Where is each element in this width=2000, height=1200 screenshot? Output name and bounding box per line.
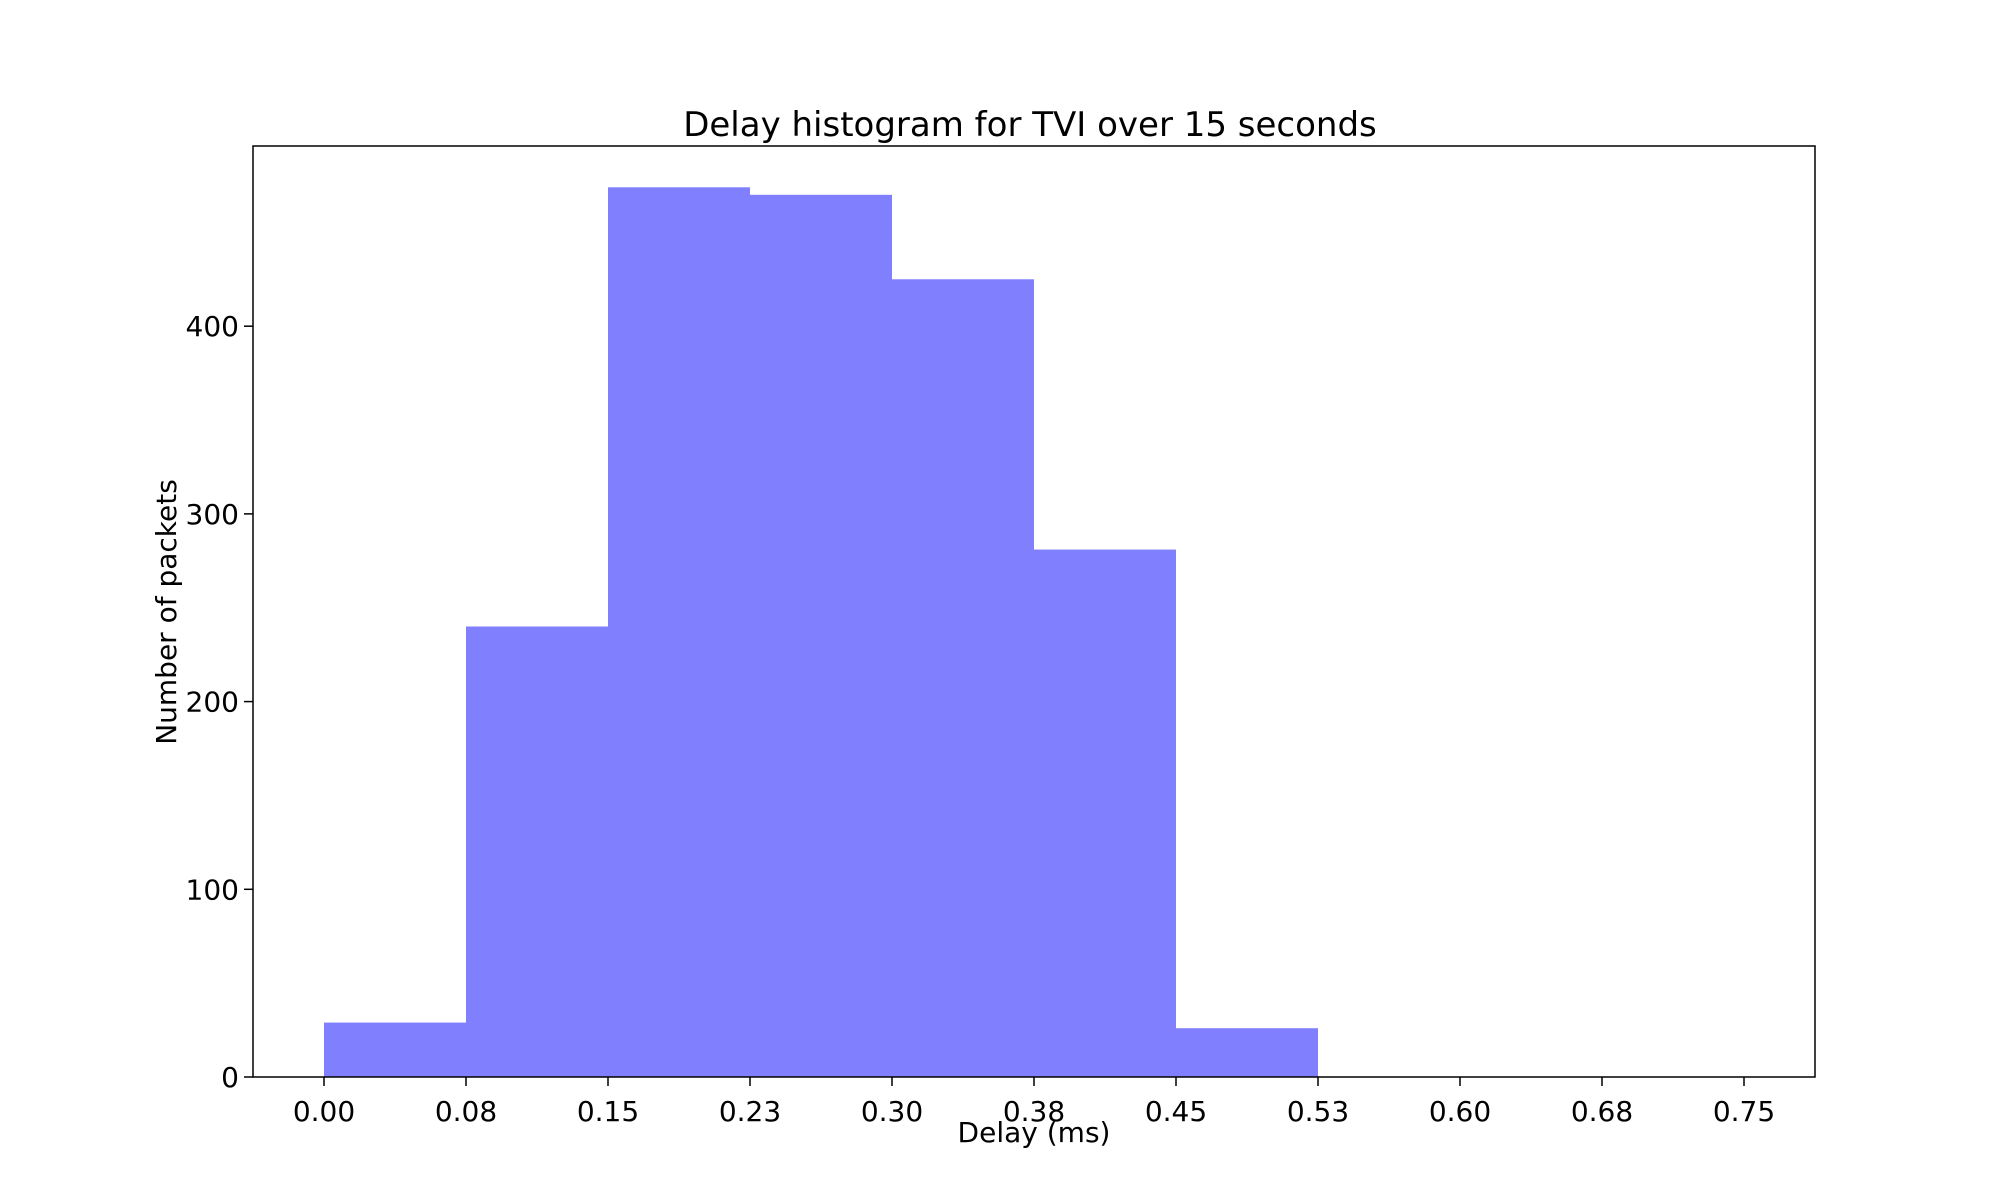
y-tick-label: 300 [186, 498, 239, 531]
histogram-bar-1 [466, 626, 608, 1077]
x-tick-label: 0.00 [293, 1095, 355, 1128]
y-tick-label: 400 [186, 310, 239, 343]
x-tick-label: 0.45 [1145, 1095, 1207, 1128]
x-tick-label: 0.23 [719, 1095, 781, 1128]
x-axis-ticks: 0.00 0.08 0.15 0.23 0.30 0.38 0.45 0.53 0.60 0.68… [293, 1077, 1775, 1128]
histogram-bar-3 [750, 194, 892, 1077]
x-tick-label: 0.53 [1287, 1095, 1349, 1128]
histogram-bar-0 [324, 1022, 466, 1077]
x-tick-label: 0.60 [1429, 1095, 1491, 1128]
y-tick-label: 200 [186, 686, 239, 719]
histogram-bar-5 [1034, 549, 1176, 1077]
x-tick-label: 0.30 [861, 1095, 923, 1128]
x-tick-label: 0.68 [1571, 1095, 1633, 1128]
histogram-bar-2 [608, 187, 750, 1077]
x-tick-label: 0.75 [1713, 1095, 1775, 1128]
x-tick-label: 0.15 [577, 1095, 639, 1128]
x-tick-label: 0.08 [435, 1095, 497, 1128]
y-tick-label: 0 [221, 1061, 239, 1094]
x-tick-label: 0.38 [1003, 1095, 1065, 1128]
histogram-bars [324, 187, 1318, 1077]
y-axis-ticks: 0 100 200 300 400 [186, 310, 253, 1094]
y-axis-title: Number of packets [150, 479, 183, 745]
x-axis-title: Delay (ms) [958, 1116, 1111, 1149]
histogram-bar-4 [892, 279, 1034, 1077]
y-tick-label: 100 [186, 873, 239, 906]
chart-title: Delay histogram for TVI over 15 seconds [683, 105, 1377, 145]
histogram-bar-6 [1176, 1028, 1318, 1077]
